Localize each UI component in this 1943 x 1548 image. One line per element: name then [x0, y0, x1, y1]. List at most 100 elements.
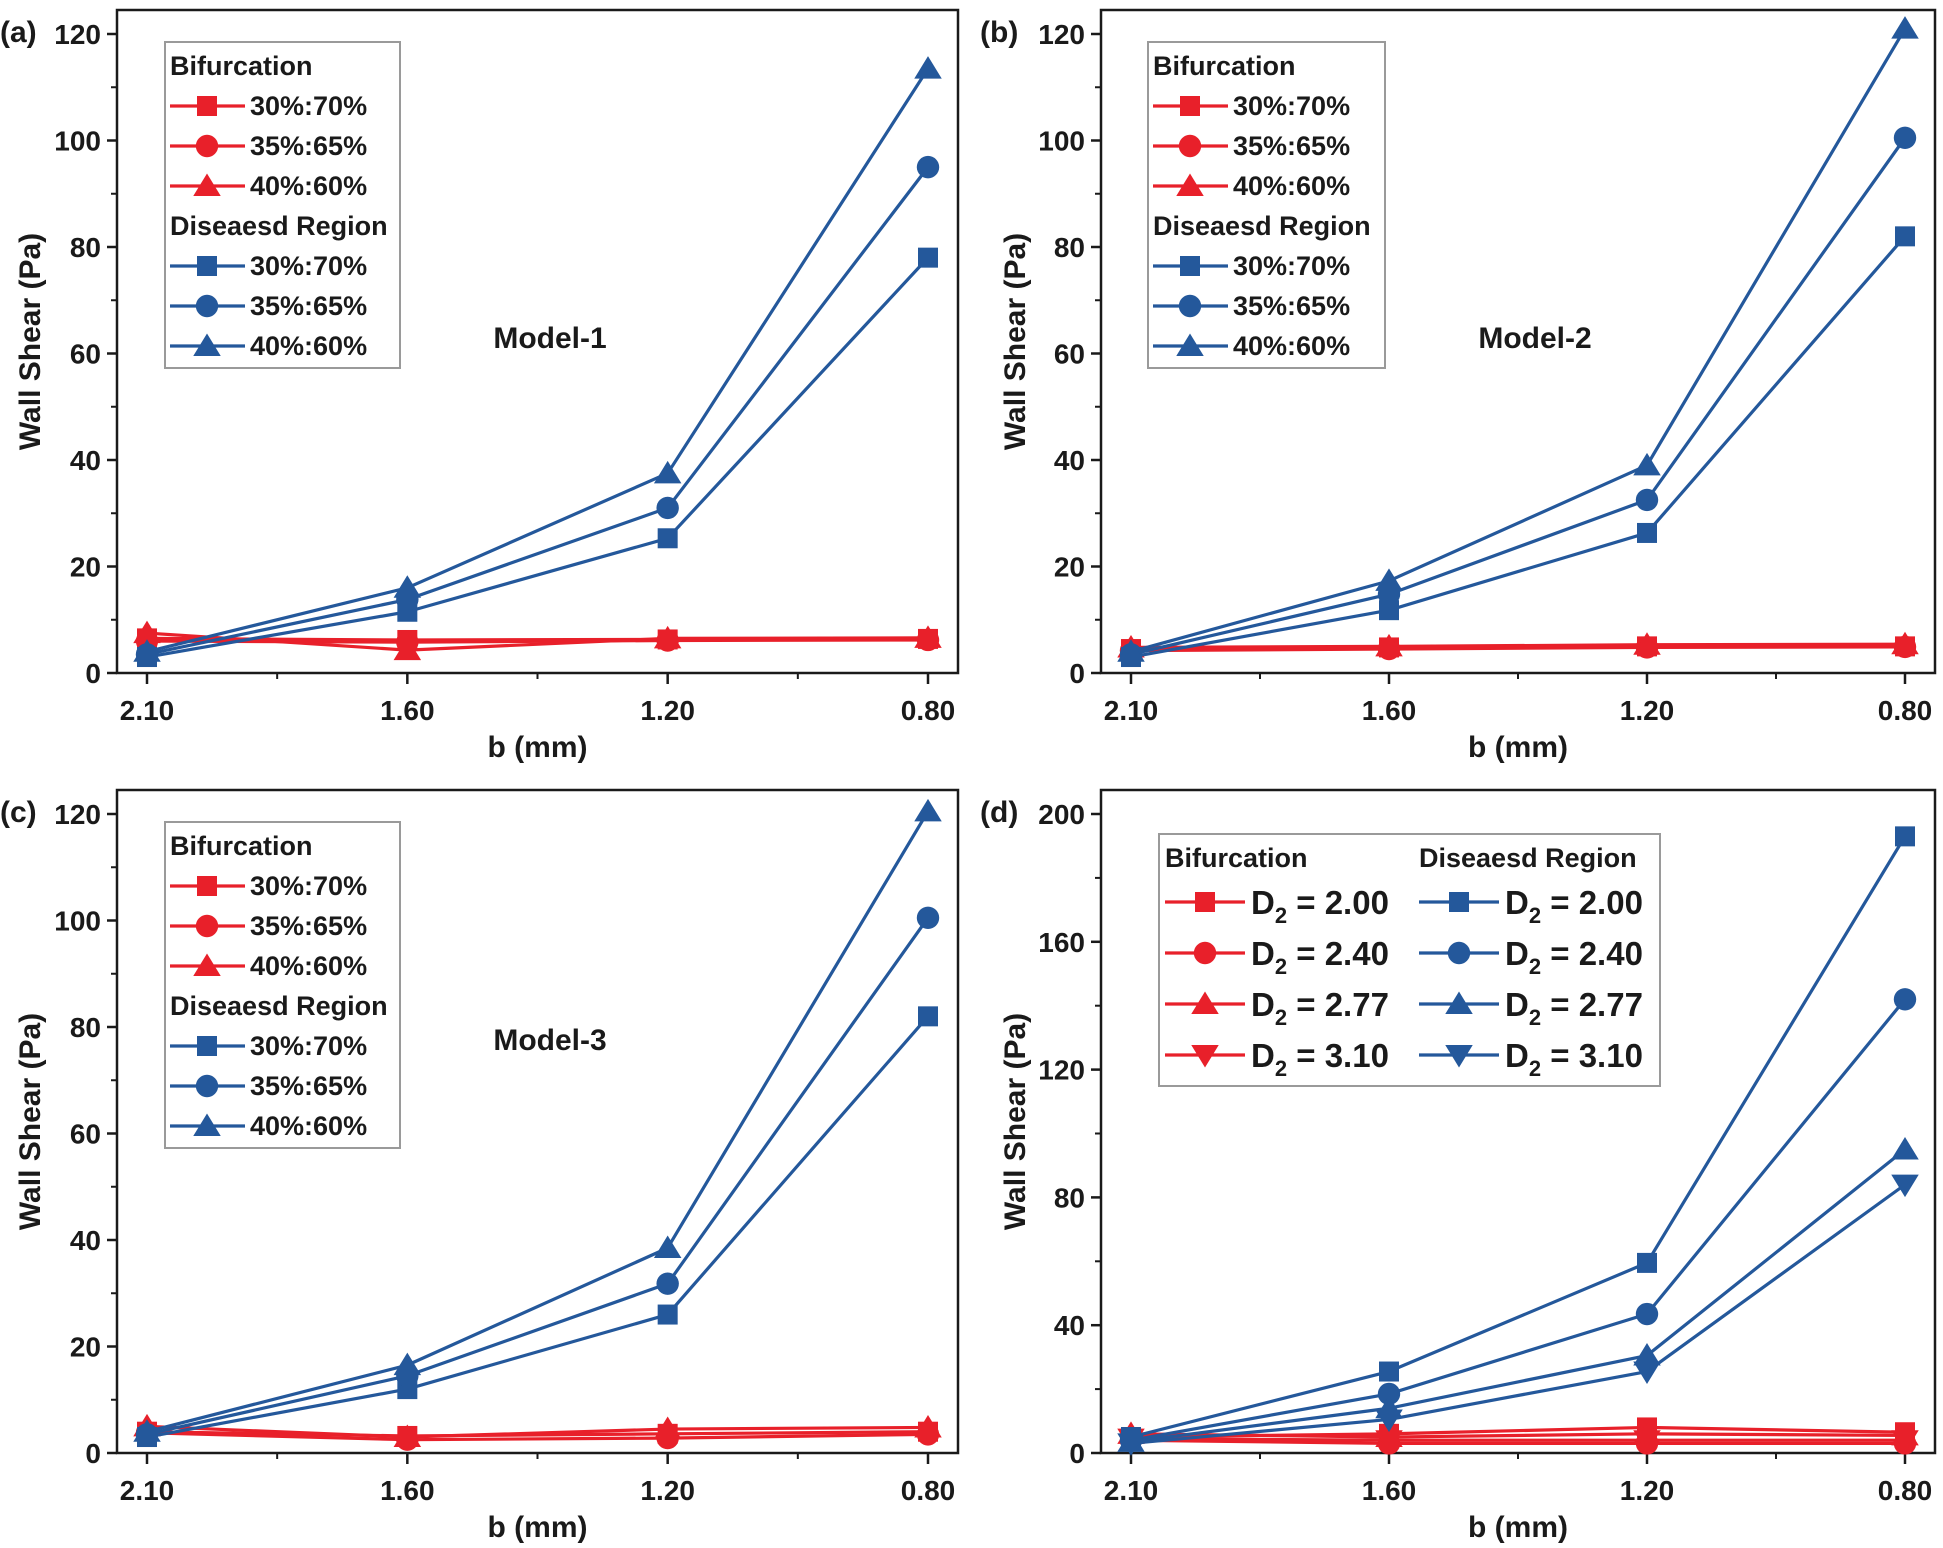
series-line [1130, 136, 1907, 656]
label-suffix: = 2.77 [1287, 986, 1389, 1023]
label-subscript: 2 [1529, 954, 1541, 979]
data-point [1893, 126, 1917, 150]
legend-marker [197, 256, 217, 276]
label-suffix: = 2.00 [1287, 884, 1389, 921]
legend-item-label: 30%:70% [250, 251, 367, 281]
x-tick-label: 1.60 [1362, 1475, 1417, 1506]
legend: Bifurcation 30%:70% 35%:65% 40%:60% Diseaesd… [164, 41, 401, 369]
label-suffix: = 2.40 [1541, 935, 1643, 972]
legend-marker [1445, 991, 1473, 1014]
series-line [146, 1424, 929, 1439]
legend-item-label: 30%:70% [1233, 91, 1350, 121]
legend-marker [1449, 892, 1469, 912]
panel-label: (d) [980, 796, 1018, 829]
legend-group-title: Diseaesd Region [170, 991, 388, 1021]
legend-item-label: D2 = 2.77 [1251, 986, 1389, 1030]
data-point [914, 56, 942, 79]
x-tick-label: 1.60 [380, 1475, 435, 1506]
data-point [1379, 600, 1399, 621]
label-prefix: D [1505, 986, 1529, 1023]
data-point [1117, 639, 1145, 662]
x-tick-label: 2.10 [120, 695, 175, 726]
x-axis-title: b (mm) [1468, 1511, 1568, 1543]
data-point [657, 1304, 678, 1325]
y-tick-label: 60 [70, 339, 101, 370]
data-point [1377, 1382, 1401, 1406]
y-tick-label: 100 [54, 126, 101, 157]
y-tick-label: 120 [54, 19, 101, 50]
data-point [1379, 1361, 1399, 1382]
series-line [1130, 1438, 1905, 1446]
legend-marker [1176, 333, 1204, 356]
data-point [1633, 452, 1661, 476]
legend-item-label: 40%:60% [250, 331, 367, 361]
y-axis-title: Wall Shear (Pa) [999, 1013, 1032, 1230]
legend-marker [197, 876, 217, 896]
data-point [1891, 16, 1919, 39]
series-bifurcation-3 [133, 620, 942, 661]
y-tick-label: 100 [1038, 126, 1085, 157]
legend-item-label: D2 = 2.00 [1251, 884, 1389, 928]
label-suffix: = 3.10 [1541, 1037, 1643, 1074]
legend-item-label: 30%:70% [250, 871, 367, 901]
x-tick-label: 1.20 [1620, 1475, 1675, 1506]
legend-marker [1180, 256, 1200, 276]
series-line [146, 1015, 930, 1439]
data-point [1633, 1361, 1661, 1385]
series-line [1130, 1148, 1906, 1444]
x-tick-label: 0.80 [901, 695, 956, 726]
legend-item-label: 30%:70% [250, 91, 367, 121]
legend-item-label: 35%:65% [1233, 291, 1350, 321]
label-suffix: = 2.77 [1541, 986, 1643, 1023]
y-tick-label: 40 [70, 445, 101, 476]
legend-item-label: D2 = 2.40 [1251, 935, 1389, 979]
legend-marker [1191, 1045, 1219, 1068]
label-prefix: D [1251, 884, 1275, 921]
y-tick-label: 60 [1054, 339, 1085, 370]
panel-label: (c) [0, 796, 37, 829]
series-line [1130, 998, 1907, 1442]
data-point [393, 1352, 422, 1376]
series-line [146, 1431, 929, 1442]
label-prefix: D [1505, 935, 1529, 972]
chart-panel-4: 0 40 80 120 160 200 2.10 1.60 1.20 0.80 b (mm) Wall… [980, 788, 1937, 1544]
label-prefix: D [1251, 1037, 1275, 1074]
y-tick-label: 60 [70, 1119, 101, 1150]
data-point [1375, 633, 1403, 657]
y-tick-label: 20 [1054, 552, 1085, 583]
data-point [918, 1006, 938, 1027]
legend-marker [193, 953, 221, 976]
legend-marker [1195, 892, 1215, 912]
label-prefix: D [1505, 884, 1529, 921]
legend-marker [195, 134, 219, 158]
series-bifurcation-3 [1117, 631, 1919, 658]
y-tick-label: 80 [70, 232, 101, 263]
data-point [1893, 988, 1917, 1011]
series-line [1130, 1183, 1906, 1446]
legend-item-label: D2 = 2.40 [1505, 935, 1643, 979]
legend-box [1158, 833, 1661, 1087]
label-subscript: 2 [1529, 903, 1541, 928]
data-point [1891, 1136, 1919, 1160]
data-point [133, 639, 161, 662]
y-axis-title: Wall Shear (Pa) [999, 233, 1032, 450]
y-tick-label: 160 [1038, 927, 1085, 958]
y-tick-label: 120 [1038, 19, 1085, 50]
y-tick-label: 100 [54, 906, 101, 937]
y-tick-label: 120 [54, 799, 101, 830]
series-line [146, 166, 930, 656]
label-suffix: = 3.10 [1287, 1037, 1389, 1074]
panel-label: (b) [980, 16, 1018, 49]
legend-marker [195, 914, 219, 938]
data-point [393, 1424, 422, 1448]
data-point [653, 460, 682, 484]
y-tick-label: 0 [85, 1438, 101, 1469]
x-axis-title: b (mm) [1468, 731, 1568, 764]
legend-marker [195, 1074, 219, 1098]
y-tick-label: 80 [1054, 232, 1085, 263]
data-point [1375, 1409, 1403, 1432]
legend-item-label: D2 = 2.77 [1505, 986, 1643, 1030]
x-tick-label: 1.20 [640, 695, 695, 726]
label-subscript: 2 [1275, 903, 1287, 928]
